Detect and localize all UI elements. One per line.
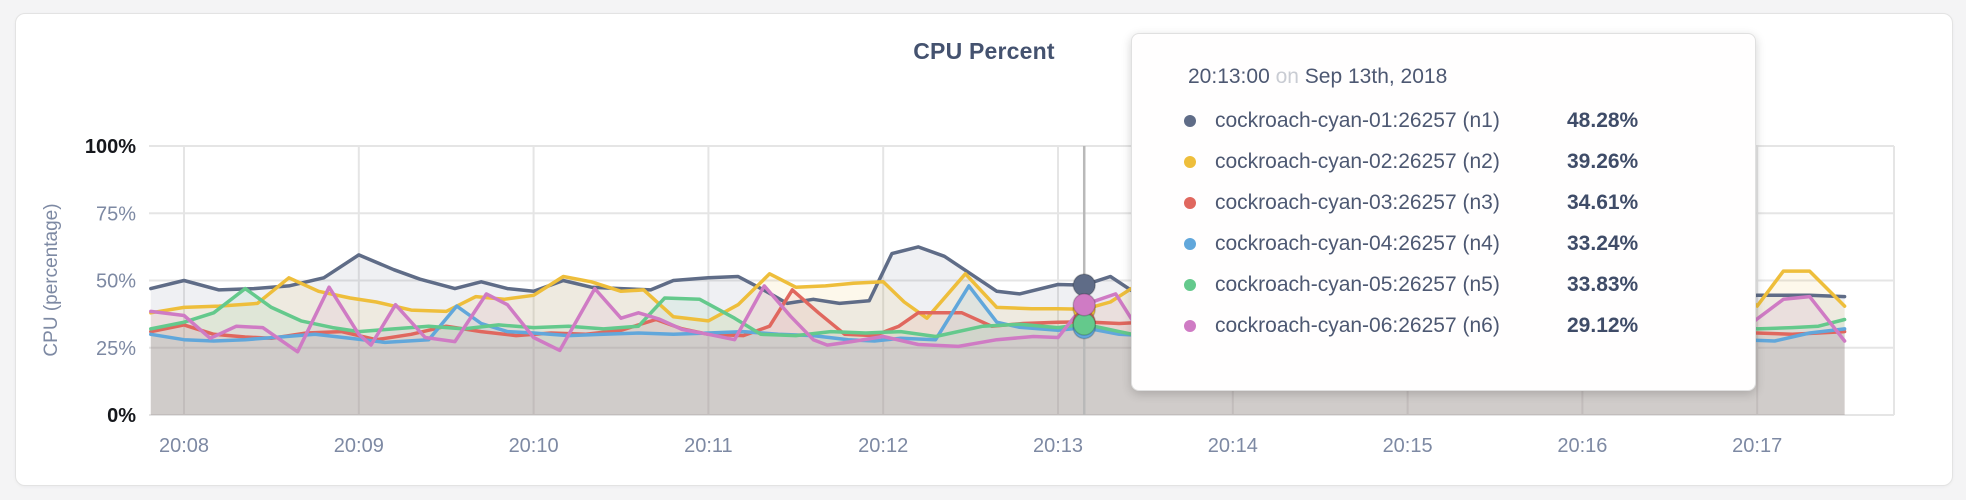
tooltip-header: 20:13:00 on Sep 13th, 2018	[1188, 60, 1725, 94]
tooltip-series-name: cockroach-cyan-01:26257 (n1)	[1215, 108, 1500, 132]
hover-dot-n6	[1072, 292, 1096, 317]
x-tick-label: 20:14	[1208, 435, 1258, 457]
tooltip-row: cockroach-cyan-06:26257 (n6) 29.12%	[1176, 305, 1725, 346]
tooltip-series-name: cockroach-cyan-03:26257 (n3)	[1215, 190, 1500, 214]
tooltip-row: cockroach-cyan-02:26257 (n2) 39.26%	[1176, 141, 1725, 182]
hover-tooltip: 20:13:00 on Sep 13th, 2018 cockroach-cya…	[1131, 33, 1756, 391]
tooltip-series-value: 48.28%	[1567, 108, 1639, 132]
x-tick-label: 20:12	[858, 435, 908, 457]
tooltip-series-value: 34.61%	[1567, 190, 1639, 214]
x-tick-label: 20:17	[1732, 435, 1782, 457]
chart-title: CPU Percent	[913, 38, 1055, 64]
tooltip-on: on	[1275, 65, 1299, 88]
y-tick-label: 100%	[85, 136, 136, 158]
tooltip-series-name: cockroach-cyan-06:26257 (n6)	[1215, 313, 1500, 337]
tooltip-row: cockroach-cyan-05:26257 (n5) 33.83%	[1176, 264, 1725, 305]
series-color-dot	[1184, 237, 1196, 250]
y-tick-label: 0%	[107, 405, 136, 427]
x-tick-label: 20:16	[1557, 435, 1607, 457]
tooltip-date: Sep 13th, 2018	[1304, 65, 1448, 88]
tooltip-series-value: 29.12%	[1567, 313, 1639, 337]
hover-dots	[1072, 273, 1096, 340]
y-tick-label: 75%	[96, 203, 136, 225]
tooltip-time: 20:13:00	[1188, 65, 1270, 88]
hover-dot-n1	[1072, 273, 1096, 297]
x-tick-label: 20:10	[509, 435, 559, 457]
series-color-dot	[1184, 114, 1196, 127]
tooltip-series-name: cockroach-cyan-04:26257 (n4)	[1215, 231, 1500, 255]
x-tick-label: 20:15	[1383, 435, 1433, 457]
y-tick-label: 50%	[96, 271, 136, 293]
series-color-dot	[1184, 278, 1196, 291]
tooltip-series-value: 33.83%	[1567, 272, 1639, 296]
tooltip-series-name: cockroach-cyan-02:26257 (n2)	[1215, 149, 1500, 173]
axis-labels: 20:08 20:09 20:10 20:11 20:12 20:13 20:14 20:15…	[85, 136, 1782, 457]
series-color-dot	[1184, 155, 1196, 168]
cpu-percent-chart-card: CPU Percent CPU (percentage) 20:08 20:09 2…	[15, 13, 1953, 486]
tooltip-row: cockroach-cyan-03:26257 (n3) 34.61%	[1176, 182, 1725, 223]
x-tick-label: 20:11	[684, 435, 733, 457]
tooltip-row: cockroach-cyan-01:26257 (n1) 48.28%	[1176, 100, 1725, 141]
x-tick-label: 20:09	[334, 435, 384, 457]
y-tick-label: 25%	[96, 338, 136, 360]
tooltip-series-value: 33.24%	[1567, 231, 1639, 255]
series-color-dot	[1184, 319, 1196, 332]
tooltip-series-value: 39.26%	[1567, 149, 1639, 173]
x-tick-label: 20:13	[1033, 435, 1083, 457]
series-color-dot	[1184, 196, 1196, 209]
tooltip-row: cockroach-cyan-04:26257 (n4) 33.24%	[1176, 223, 1725, 264]
tooltip-series-name: cockroach-cyan-05:26257 (n5)	[1215, 272, 1500, 296]
x-tick-label: 20:08	[159, 435, 209, 457]
